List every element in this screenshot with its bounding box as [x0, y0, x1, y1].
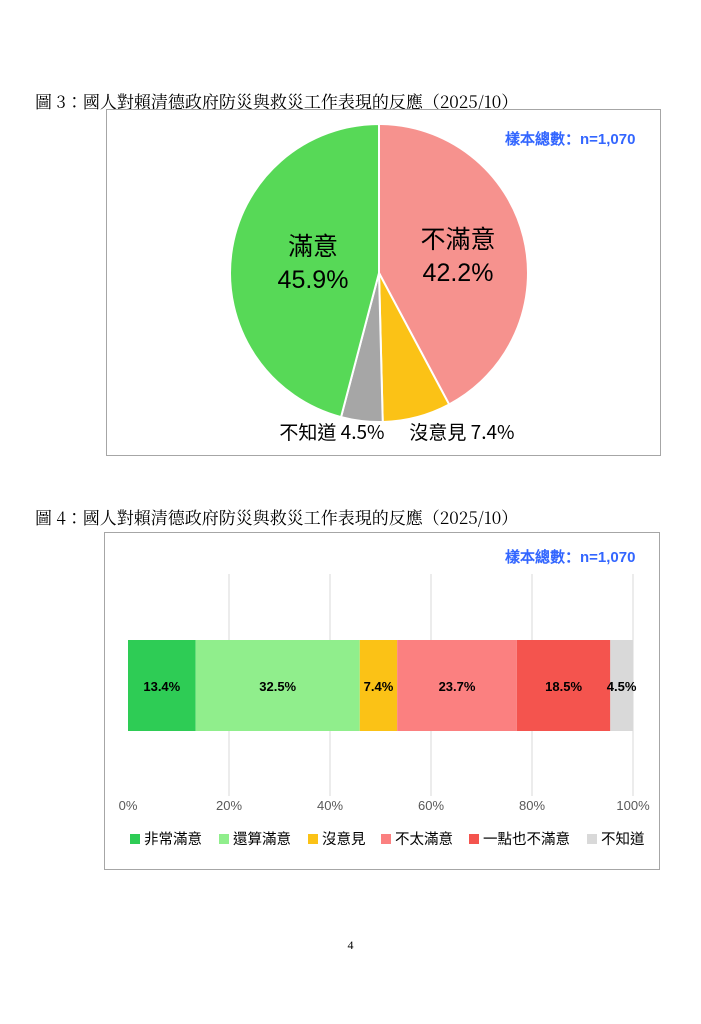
svg-text:7.4%: 7.4% [364, 679, 394, 694]
svg-text:還算滿意: 還算滿意 [233, 828, 291, 849]
svg-text:沒意見: 沒意見 [322, 828, 366, 849]
svg-text:23.7%: 23.7% [439, 679, 476, 694]
svg-text:4.5%: 4.5% [607, 679, 637, 694]
svg-text:不太滿意: 不太滿意 [395, 828, 453, 849]
svg-text:40%: 40% [317, 798, 343, 813]
svg-text:18.5%: 18.5% [545, 679, 582, 694]
svg-text:不知道: 不知道 [601, 828, 645, 849]
svg-text:一點也不滿意: 一點也不滿意 [483, 828, 570, 849]
svg-text:13.4%: 13.4% [143, 679, 180, 694]
svg-text:20%: 20% [216, 798, 242, 813]
svg-text:80%: 80% [519, 798, 545, 813]
svg-text:100%: 100% [616, 798, 650, 813]
svg-text:非常滿意: 非常滿意 [144, 828, 202, 849]
svg-text:0%: 0% [119, 798, 138, 813]
svg-text:32.5%: 32.5% [259, 679, 296, 694]
svg-text:60%: 60% [418, 798, 444, 813]
